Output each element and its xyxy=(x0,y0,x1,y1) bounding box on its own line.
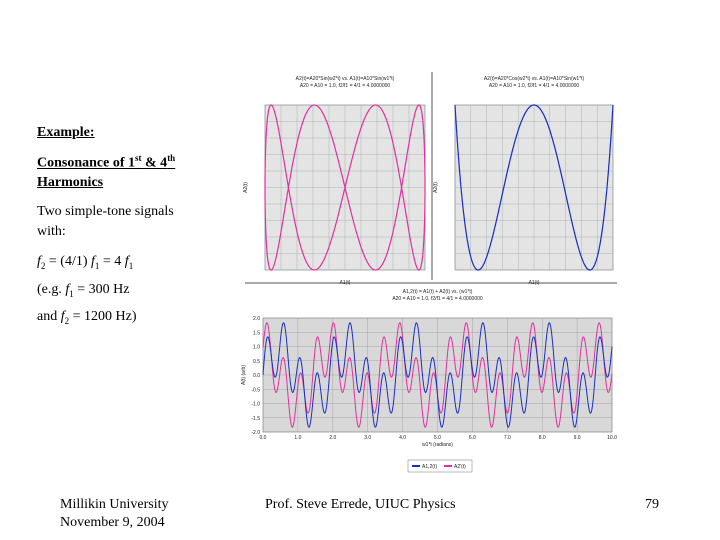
y-tick-label: -2.0 xyxy=(251,430,260,436)
text: = 300 Hz xyxy=(73,282,130,297)
text: & 4 xyxy=(141,155,168,171)
chart-title: A1,2(t) = A1(t) + A2(t) vs. (w1*t) xyxy=(403,289,473,295)
y-tick-label: -1.5 xyxy=(251,416,260,422)
x-tick-label: 3.0 xyxy=(364,435,371,441)
chart-title: A2(t)=A20*Cos(w2*t) vs. A1(t)=A10*Sin(w1… xyxy=(484,76,585,82)
x-tick-label: 7.0 xyxy=(504,435,511,441)
x-axis-label: A1(t) xyxy=(529,280,540,286)
x-tick-label: 8.0 xyxy=(539,435,546,441)
x-tick-label: 6.0 xyxy=(469,435,476,441)
x-axis-label: A1(t) xyxy=(340,280,351,286)
text: (e.g. xyxy=(37,282,66,297)
legend-label: A2'(t) xyxy=(454,464,466,470)
text: st xyxy=(135,153,142,163)
text: 2 xyxy=(40,260,46,271)
text: f xyxy=(60,309,65,324)
y-axis-label: A2(t) xyxy=(433,182,439,193)
subheading: Harmonics xyxy=(37,175,104,190)
y-tick-label: -1.0 xyxy=(251,402,260,408)
text: = 4 xyxy=(99,254,125,269)
body-text: with: xyxy=(37,224,66,239)
text: f xyxy=(124,254,129,269)
page-number: 79 xyxy=(645,497,659,512)
heading: Example: xyxy=(37,125,95,140)
text: Consonance of 1 xyxy=(37,155,136,171)
subheading: Consonance of 1st & 4th xyxy=(37,153,175,172)
text: = 1200 Hz) xyxy=(69,309,137,324)
formula: f2 = (4/1) f1 = 4 f1 xyxy=(37,254,133,271)
y-tick-label: 2.0 xyxy=(253,316,260,322)
footer: Millikin University xyxy=(60,497,169,512)
example: and f2 = 1200 Hz) xyxy=(37,309,137,326)
curve xyxy=(262,322,613,428)
chart-subtitle: A20 = A10 = 1.0, f2/f1 = 4/1 = 4.0000000 xyxy=(392,296,483,302)
text: f xyxy=(37,254,41,269)
legend-label: A1,2(t) xyxy=(422,464,437,470)
x-tick-label: 4.0 xyxy=(399,435,406,441)
y-tick-label: 0.5 xyxy=(253,359,260,365)
text: f xyxy=(65,282,70,297)
y-tick-label: 1.0 xyxy=(253,345,260,351)
text: = (4/1) xyxy=(45,254,91,269)
chart-subtitle: A20 = A10 = 1.0, f2/f1 = 4/1 = 4.0000000 xyxy=(300,83,391,89)
y-tick-label: -0.5 xyxy=(251,387,260,393)
text: th xyxy=(167,153,176,163)
x-tick-label: 0.0 xyxy=(260,435,267,441)
text: 1 xyxy=(128,260,134,271)
chart-title: A2(t)=A20*Sin(w2*t) vs. A1(t)=A10*Sin(w1… xyxy=(296,76,395,82)
body-text: Two simple-tone signals xyxy=(37,204,174,219)
text: and xyxy=(37,309,61,324)
text: 1 xyxy=(94,260,100,271)
footer: November 9, 2004 xyxy=(60,515,165,530)
x-tick-label: 5.0 xyxy=(434,435,441,441)
curve xyxy=(454,104,614,271)
x-tick-label: 2.0 xyxy=(329,435,336,441)
text: 1 xyxy=(69,288,74,299)
text: f xyxy=(91,254,95,269)
x-axis-label: w1*t (radians) xyxy=(422,442,453,448)
footer: Prof. Steve Errede, UIUC Physics xyxy=(265,497,456,512)
x-tick-label: 1.0 xyxy=(294,435,301,441)
x-tick-label: 9.0 xyxy=(574,435,581,441)
curve xyxy=(264,104,426,271)
y-axis-label: A2(t) xyxy=(243,182,249,193)
y-axis-label: A(t) (arb) xyxy=(241,365,247,385)
example: (e.g. f1 = 300 Hz xyxy=(37,282,130,299)
y-tick-label: 1.5 xyxy=(253,330,260,336)
chart-subtitle: A20 = A10 = 1.0, f2/f1 = 4/1 = 4.0000000 xyxy=(489,83,580,89)
y-tick-label: 0.0 xyxy=(253,373,260,379)
x-tick-label: 10.0 xyxy=(607,435,617,441)
legend-box xyxy=(407,459,473,473)
text: 2 xyxy=(64,315,70,326)
